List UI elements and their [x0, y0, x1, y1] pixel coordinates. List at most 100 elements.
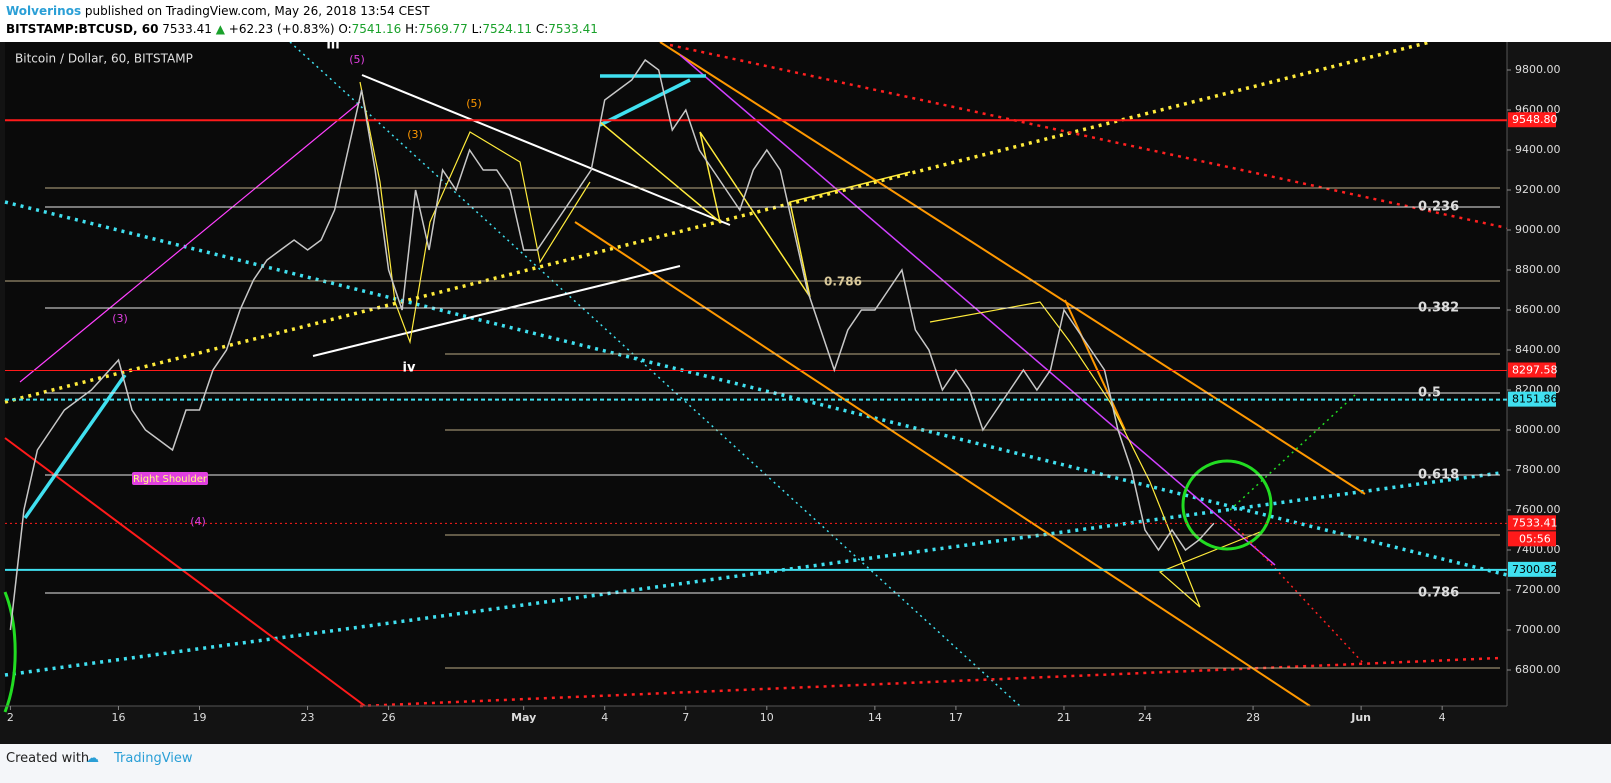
channel-line	[574, 221, 1311, 707]
y-tick-label: 8000.00	[1515, 423, 1561, 436]
projection-line	[1229, 394, 1356, 511]
ohlc-value: 7541.16	[351, 22, 402, 36]
x-tick-label: 24	[1138, 711, 1152, 724]
y-tick-label: 6800.00	[1515, 663, 1561, 676]
trend-line	[4, 42, 1431, 404]
price-tag-label: 8297.58	[1512, 363, 1558, 376]
x-tick-label: 16	[111, 711, 125, 724]
y-tick-label: 8400.00	[1515, 343, 1561, 356]
x-tick-label: 10	[760, 711, 774, 724]
trend-line	[359, 656, 1501, 708]
annotation: (5)	[349, 53, 365, 66]
channel-line	[1064, 299, 1126, 431]
x-tick-label: 7	[682, 711, 689, 724]
price-tag-label: 8151.86	[1512, 393, 1558, 406]
trend-line	[4, 471, 1501, 677]
trend-line	[599, 78, 691, 127]
author[interactable]: Wolverinos	[6, 4, 82, 18]
fib-label: 0.5	[1418, 386, 1441, 401]
annotation: iv	[403, 361, 416, 376]
x-tick-label: 23	[301, 711, 315, 724]
fib-label: 0.618	[1418, 468, 1459, 483]
highlight-circle	[1181, 459, 1273, 551]
trend-line	[669, 43, 1508, 230]
symbol: BITSTAMP:BTCUSD, 60	[6, 22, 159, 36]
change: +62.23 (+0.83%)	[228, 22, 335, 36]
chart: Bitcoin / Dollar, 60, BITSTAMP 0.236 0.38…	[0, 42, 1611, 744]
annotation: (3)	[112, 312, 128, 325]
publish-line: Wolverinos published on TradingView.com,…	[6, 2, 598, 20]
annotation: (5)	[466, 97, 482, 110]
y-tick-label: 9200.00	[1515, 183, 1561, 196]
annotation: (3)	[407, 128, 423, 141]
fib-label: 0.236	[1418, 200, 1459, 215]
ohlc-value: 7569.77	[418, 22, 468, 36]
x-tick-label: 2	[7, 711, 14, 724]
drawings	[3, 42, 1508, 713]
x-tick-label: 17	[949, 711, 963, 724]
price-tag	[1508, 515, 1556, 531]
y-tick-label: 8600.00	[1515, 303, 1561, 316]
ohlc-label: O:	[338, 22, 352, 36]
x-tick-label: 21	[1057, 711, 1071, 724]
countdown: 05:56	[1519, 532, 1551, 545]
y-tick-label: 9800.00	[1515, 63, 1561, 76]
trend-line	[289, 42, 1021, 707]
last-price: 7533.41	[162, 22, 212, 36]
x-tick-label: 19	[193, 711, 207, 724]
y-tick-label: 7600.00	[1515, 503, 1561, 516]
trend-line	[679, 54, 1276, 566]
price-tag	[1508, 561, 1556, 577]
x-tick-label: 28	[1246, 711, 1260, 724]
chart-title: Bitcoin / Dollar, 60, BITSTAMP	[15, 52, 193, 66]
brand[interactable]: TradingView	[114, 751, 193, 766]
trend-line	[23, 373, 127, 520]
y-tick-label: 9400.00	[1515, 143, 1561, 156]
y-tick-label: 8800.00	[1515, 263, 1561, 276]
price-tag-label: 9548.80	[1512, 113, 1558, 126]
annotation-bg	[132, 472, 208, 485]
price-line-series	[9, 58, 1215, 631]
footer: Created with ☁ TradingView	[0, 744, 1611, 783]
price-tag	[1508, 362, 1556, 378]
annotation: iii	[326, 42, 339, 53]
x-tick-label: 4	[601, 711, 608, 724]
wave-lines	[599, 121, 911, 298]
x-tick-label: May	[511, 711, 536, 724]
trend-line	[4, 437, 366, 707]
annotation: Right Shoulder	[133, 474, 208, 485]
price-tag-label: 7533.41	[1512, 516, 1558, 529]
trend-line	[4, 200, 1508, 577]
trend-line	[19, 101, 361, 383]
annotation: 0.786	[824, 275, 862, 289]
channel-line	[659, 42, 1366, 495]
countdown-tag	[1508, 531, 1556, 547]
y-tick-label: 7200.00	[1515, 583, 1561, 596]
arrow: ▲	[215, 22, 225, 36]
published: published on TradingView.com, May 26, 20…	[84, 4, 430, 18]
triangle-line	[361, 74, 731, 226]
y-tick-label: 7800.00	[1515, 463, 1561, 476]
wave-lines	[929, 301, 1261, 608]
wave-lines	[359, 81, 591, 345]
price-tag	[1508, 391, 1556, 407]
fib-label: 0.786	[1418, 586, 1459, 601]
ohlc-label: H:	[405, 22, 419, 36]
x-tick-label: 14	[868, 711, 882, 724]
y-tick-label: 7000.00	[1515, 623, 1561, 636]
y-tick-label: 9000.00	[1515, 223, 1561, 236]
ohlc-label: L:	[471, 22, 483, 36]
price-tag	[1508, 112, 1556, 128]
x-tick-label: Jun	[1350, 711, 1371, 724]
ohlc-value: 7524.11	[482, 22, 532, 36]
ohlc-label: C:	[535, 22, 549, 36]
x-tick-label: 4	[1439, 711, 1446, 724]
quote-line: BITSTAMP:BTCUSD, 60 7533.41 ▲ +62.23 (+0…	[6, 20, 598, 38]
created-with: Created with	[6, 751, 90, 766]
fib-label: 0.382	[1418, 301, 1459, 316]
ohlc-value: 7533.41	[548, 22, 598, 36]
brand-icon: ☁	[86, 751, 99, 766]
header: Wolverinos published on TradingView.com,…	[6, 2, 598, 38]
highlight-circle	[3, 591, 17, 713]
